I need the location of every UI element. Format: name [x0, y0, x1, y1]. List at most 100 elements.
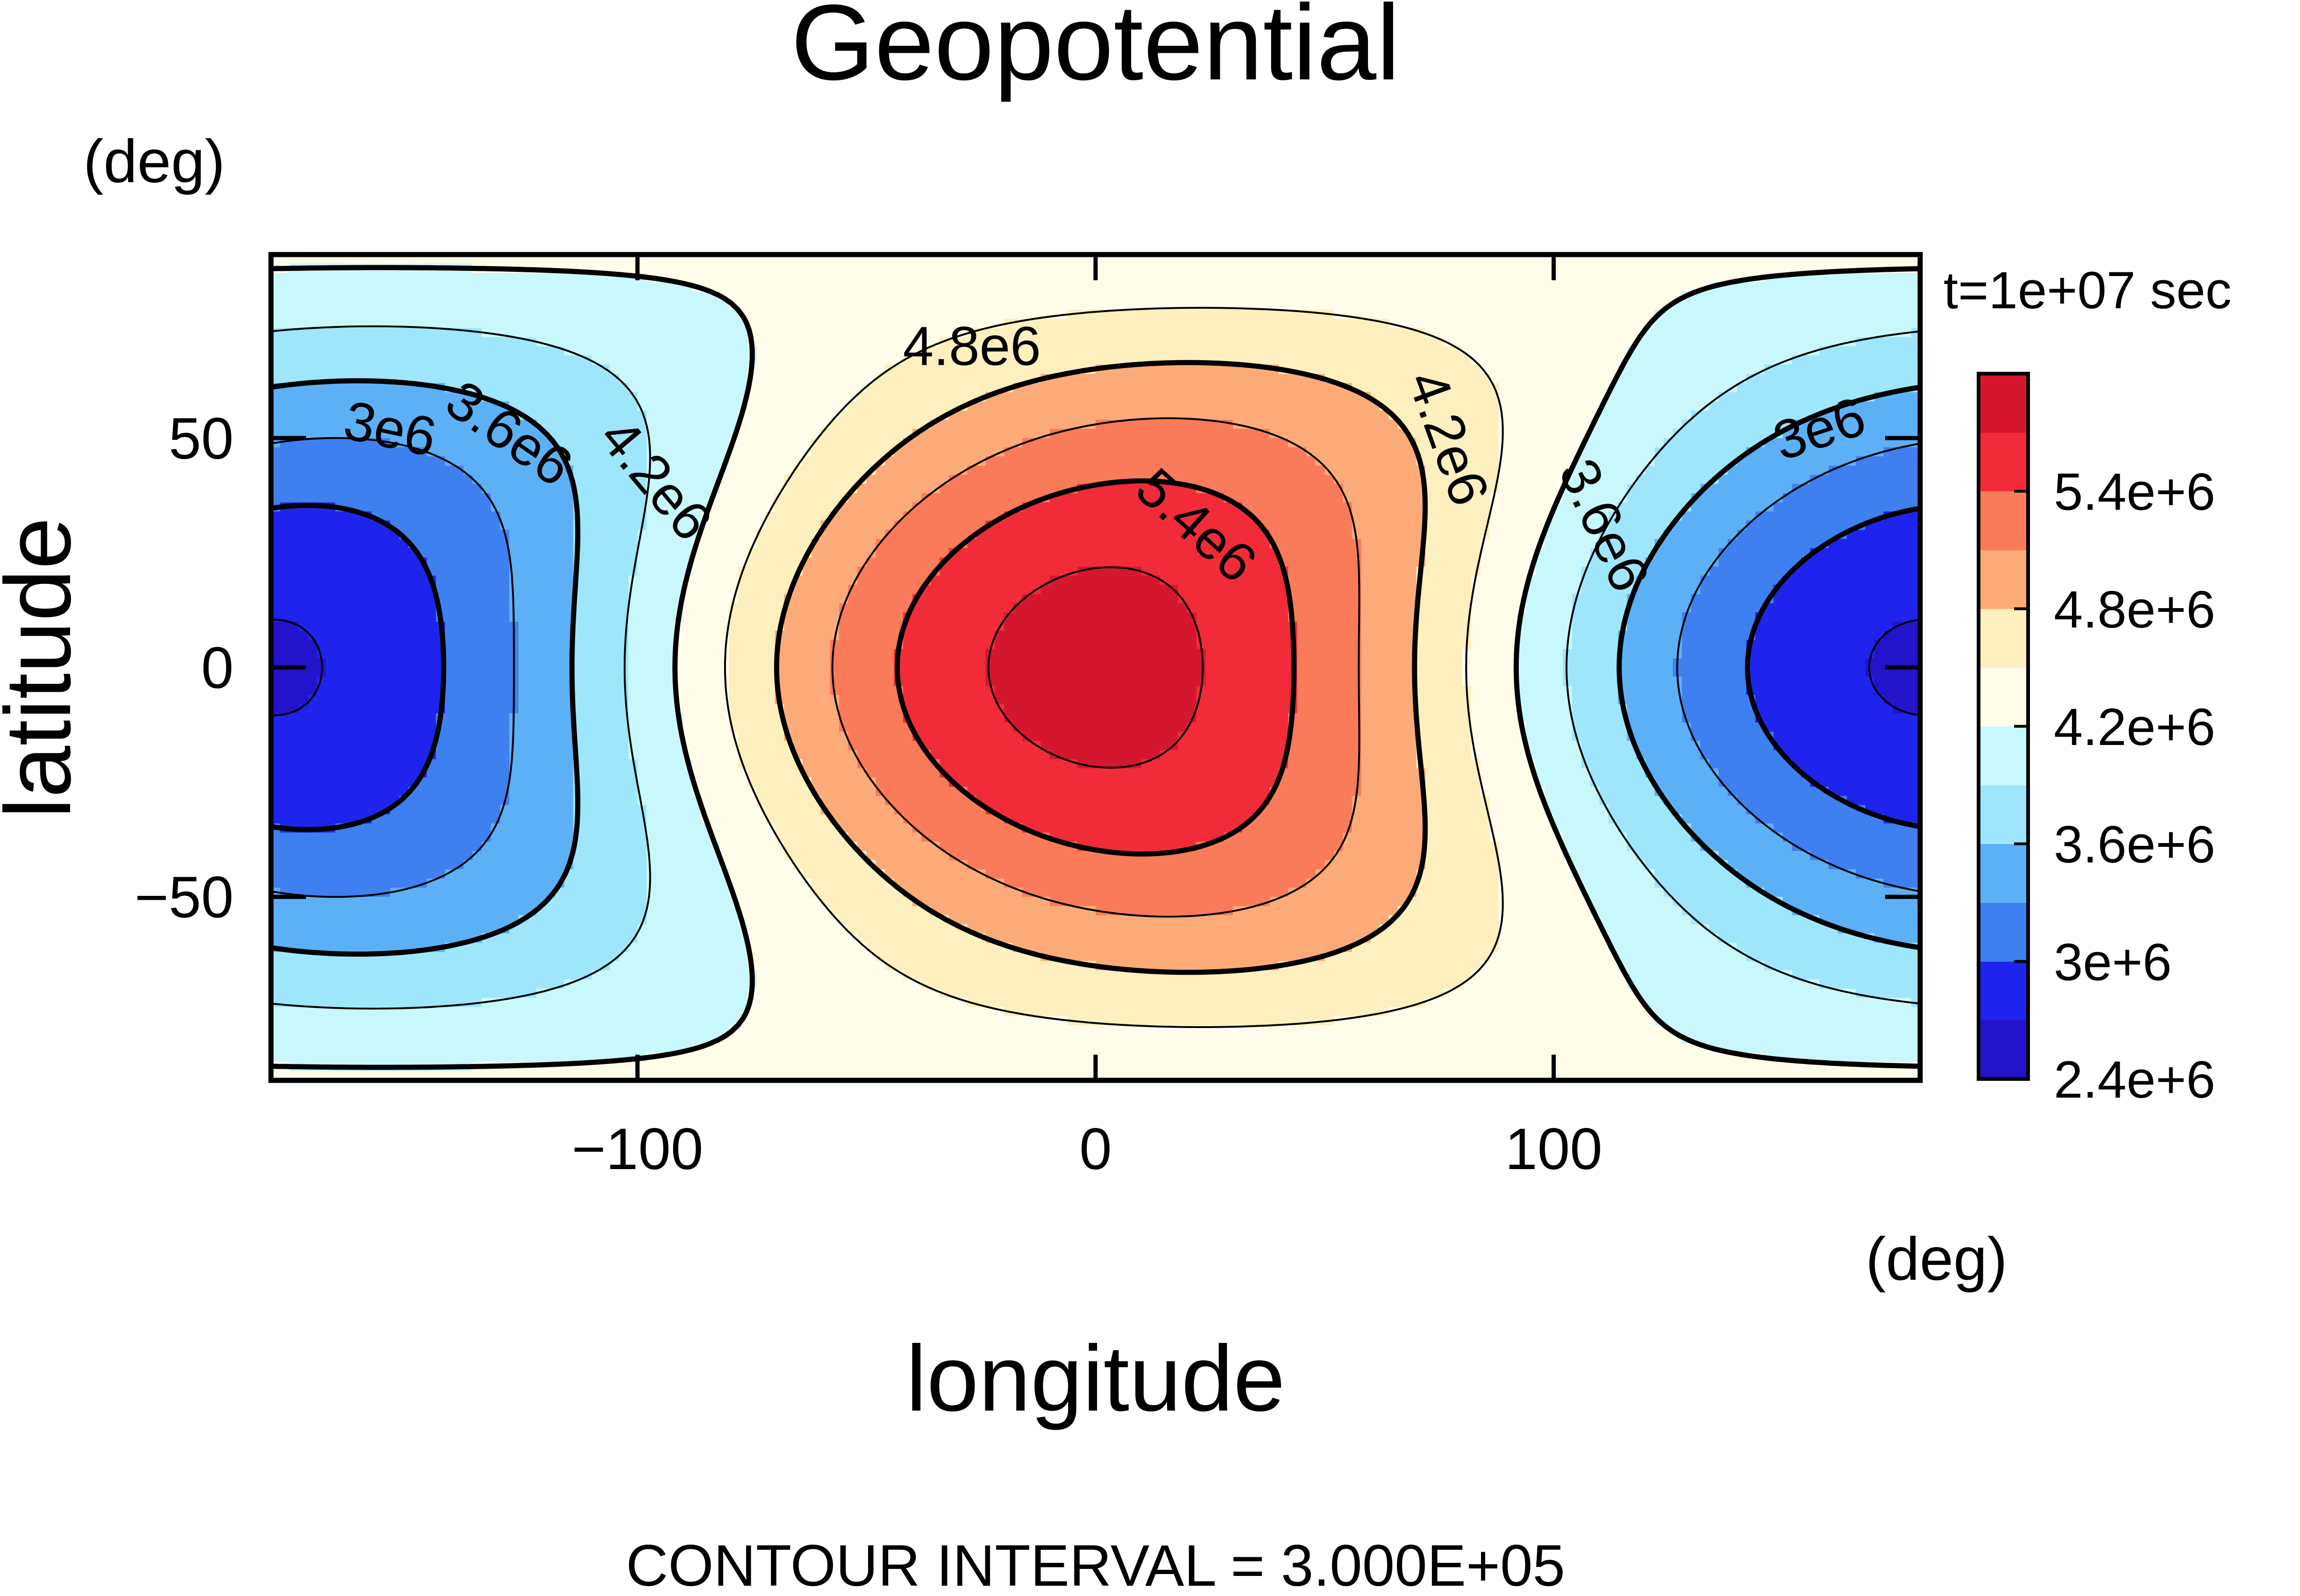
field-cell [1572, 337, 1582, 347]
field-cell [775, 328, 785, 338]
field-cell [1343, 337, 1353, 347]
field-cell [1416, 263, 1426, 274]
field-cell [1398, 438, 1408, 448]
field-cell [921, 291, 931, 301]
field-cell [976, 502, 986, 512]
field-cell [1572, 383, 1582, 393]
field-cell [683, 328, 693, 338]
field-cell [1306, 319, 1316, 328]
field-cell [1361, 493, 1371, 503]
field-cell [793, 328, 803, 338]
field-cell [1425, 309, 1435, 319]
field-cell [1526, 309, 1536, 319]
field-cell [912, 355, 922, 365]
field-cell [1792, 401, 1802, 411]
field-cell [1233, 429, 1243, 439]
field-cell [674, 419, 684, 430]
field-cell [958, 502, 968, 512]
field-cell [1389, 309, 1399, 319]
field-cell [1324, 300, 1334, 310]
field-cell [1031, 346, 1041, 356]
field-cell [1315, 475, 1325, 484]
field-cell [536, 383, 547, 393]
field-cell [363, 493, 372, 503]
field-cell [1279, 263, 1289, 274]
field-cell [381, 392, 391, 402]
field-cell [1324, 383, 1334, 393]
field-cell [1123, 429, 1133, 439]
field-cell [1755, 419, 1765, 430]
field-cell [1297, 383, 1307, 393]
field-cell [738, 374, 748, 383]
field-cell [848, 355, 858, 365]
field-cell [1663, 291, 1673, 301]
field-cell [1022, 484, 1032, 494]
field-cell [1590, 337, 1600, 347]
field-cell [683, 447, 693, 457]
field-cell [692, 383, 702, 393]
field-cell [1718, 456, 1729, 466]
field-cell [876, 429, 885, 439]
field-cell [1526, 465, 1536, 475]
field-cell [1224, 374, 1234, 383]
field-cell [1709, 337, 1719, 347]
field-cell [1150, 309, 1161, 319]
field-cell [1315, 364, 1325, 375]
field-cell [931, 465, 940, 475]
field-cell [903, 273, 913, 283]
field-cell [1810, 364, 1820, 375]
field-cell [1782, 392, 1793, 402]
field-cell [1691, 364, 1701, 375]
field-cell [1086, 337, 1096, 347]
field-cell [610, 484, 620, 494]
field-cell [1526, 447, 1536, 457]
field-cell [1544, 300, 1554, 310]
field-cell [1563, 429, 1573, 439]
field-cell [1627, 401, 1637, 411]
field-cell [1205, 465, 1215, 475]
field-cell [931, 263, 940, 274]
field-cell [1609, 401, 1618, 411]
field-cell [573, 355, 583, 365]
field-cell [921, 374, 931, 383]
field-cell [1315, 401, 1325, 411]
field-cell [848, 319, 858, 328]
field-cell [1453, 355, 1463, 365]
field-cell [1645, 392, 1655, 402]
field-cell [381, 401, 391, 411]
field-cell [1599, 355, 1609, 365]
field-cell [1773, 475, 1783, 484]
field-cell [1801, 465, 1811, 475]
field-cell [931, 447, 940, 457]
field-cell [1379, 438, 1389, 448]
field-cell [1013, 484, 1023, 494]
field-cell [912, 456, 922, 466]
field-cell [1810, 465, 1820, 475]
field-cell [1755, 401, 1765, 411]
field-cell [976, 319, 986, 328]
field-cell [1269, 465, 1280, 475]
field-cell [344, 429, 354, 439]
field-cell [482, 465, 491, 475]
field-cell [344, 291, 354, 301]
field-cell [408, 291, 418, 301]
field-cell [701, 337, 712, 347]
field-cell [1425, 319, 1435, 328]
field-cell [509, 493, 519, 503]
field-cell [995, 291, 1004, 301]
field-cell [866, 447, 876, 457]
field-cell [1031, 319, 1041, 328]
field-cell [958, 475, 968, 484]
field-cell [436, 438, 446, 448]
field-cell [1462, 411, 1472, 420]
field-cell [1096, 291, 1105, 301]
field-cell [1489, 328, 1499, 338]
field-cell [1535, 282, 1545, 292]
field-cell [857, 346, 867, 356]
field-cell [1764, 263, 1774, 274]
field-cell [857, 456, 867, 466]
field-cell [1663, 493, 1673, 503]
field-cell [1517, 346, 1527, 356]
field-cell [1755, 291, 1765, 301]
field-cell [610, 337, 620, 347]
